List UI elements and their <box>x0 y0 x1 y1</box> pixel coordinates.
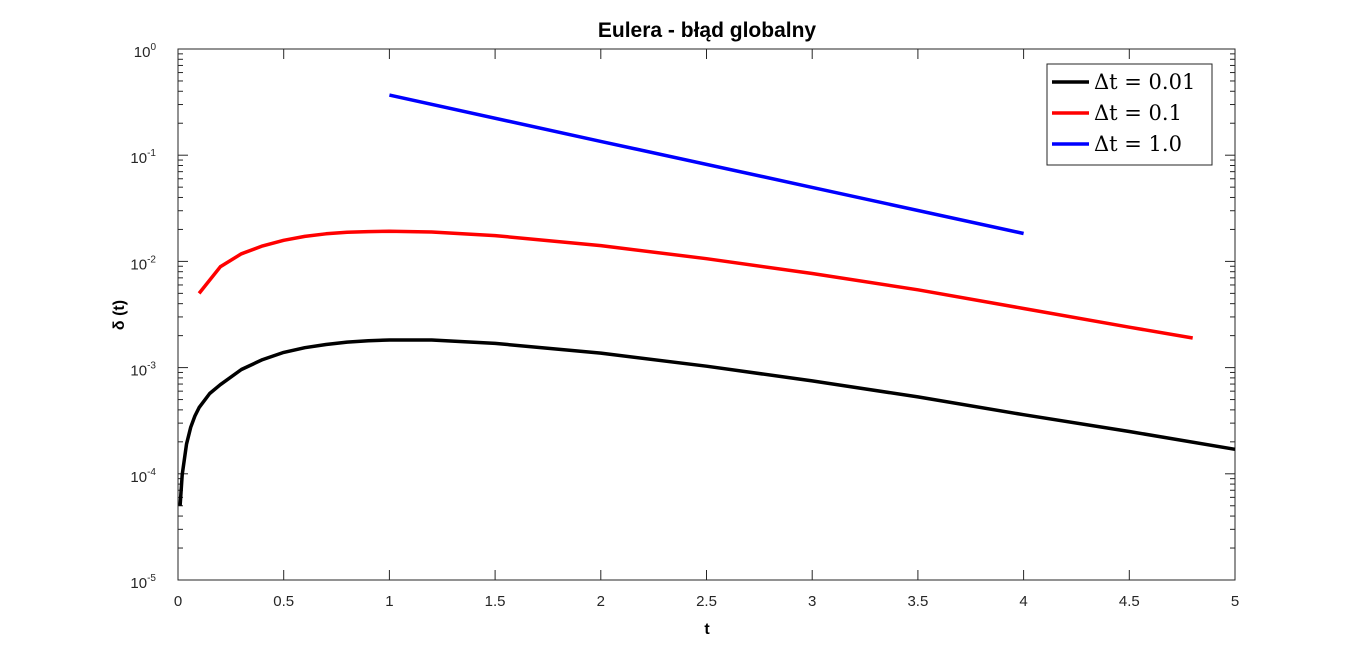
chart-title: Eulera - błąd globalny <box>598 19 817 42</box>
y-tick-label: 100 <box>134 42 157 61</box>
legend: Δt = 0.01 Δt = 0.1 Δt = 1.0 <box>1046 63 1213 166</box>
x-tick-label: 4.5 <box>1119 593 1140 610</box>
y-tick-base: 10 <box>130 575 147 592</box>
y-tick-base: 10 <box>130 150 147 167</box>
x-tick-label: 1 <box>385 593 393 610</box>
y-tick-label: 10-3 <box>130 361 156 380</box>
legend-label-1: Δt = 0.01 <box>1094 70 1195 94</box>
y-tick-base: 10 <box>134 44 151 61</box>
y-tick-exponent: -3 <box>147 361 156 372</box>
x-tick-label: 4 <box>1019 593 1027 610</box>
x-axis-ticks: 0 0.5 1 1.5 2 2.5 3 3.5 4 4.5 5 <box>174 49 1239 610</box>
y-tick-label: 10-1 <box>130 148 156 167</box>
x-tick-label: 2.5 <box>696 593 717 610</box>
y-tick-label: 10-4 <box>130 467 156 486</box>
y-tick-exponent: -4 <box>147 467 156 478</box>
y-tick-base: 10 <box>130 363 147 380</box>
y-tick-label: 10-2 <box>130 254 156 273</box>
y-tick-exponent: 0 <box>150 42 156 53</box>
x-tick-label: 0.5 <box>273 593 294 610</box>
series-line-2 <box>197 229 1193 340</box>
y-tick-exponent: -2 <box>147 254 156 265</box>
x-axis-label: t <box>704 621 710 638</box>
y-tick-label: 10-5 <box>130 573 156 592</box>
x-tick-label: 3 <box>808 593 816 610</box>
legend-label-3: Δt = 1.0 <box>1094 132 1182 156</box>
y-tick-base: 10 <box>130 469 147 486</box>
y-tick-base: 10 <box>130 256 147 273</box>
series-line-3 <box>389 93 1024 236</box>
x-tick-label: 1.5 <box>485 593 506 610</box>
y-tick-exponent: -1 <box>147 148 156 159</box>
x-tick-label: 5 <box>1231 593 1239 610</box>
x-tick-label: 2 <box>597 593 605 610</box>
x-tick-label: 0 <box>174 593 182 610</box>
y-tick-exponent: -5 <box>147 573 156 584</box>
x-tick-label: 3.5 <box>907 593 928 610</box>
series-line-1 <box>178 338 1236 506</box>
y-axis-label: δ (t) <box>111 300 128 330</box>
legend-label-2: Δt = 0.1 <box>1094 101 1182 125</box>
series-layer <box>178 93 1236 506</box>
